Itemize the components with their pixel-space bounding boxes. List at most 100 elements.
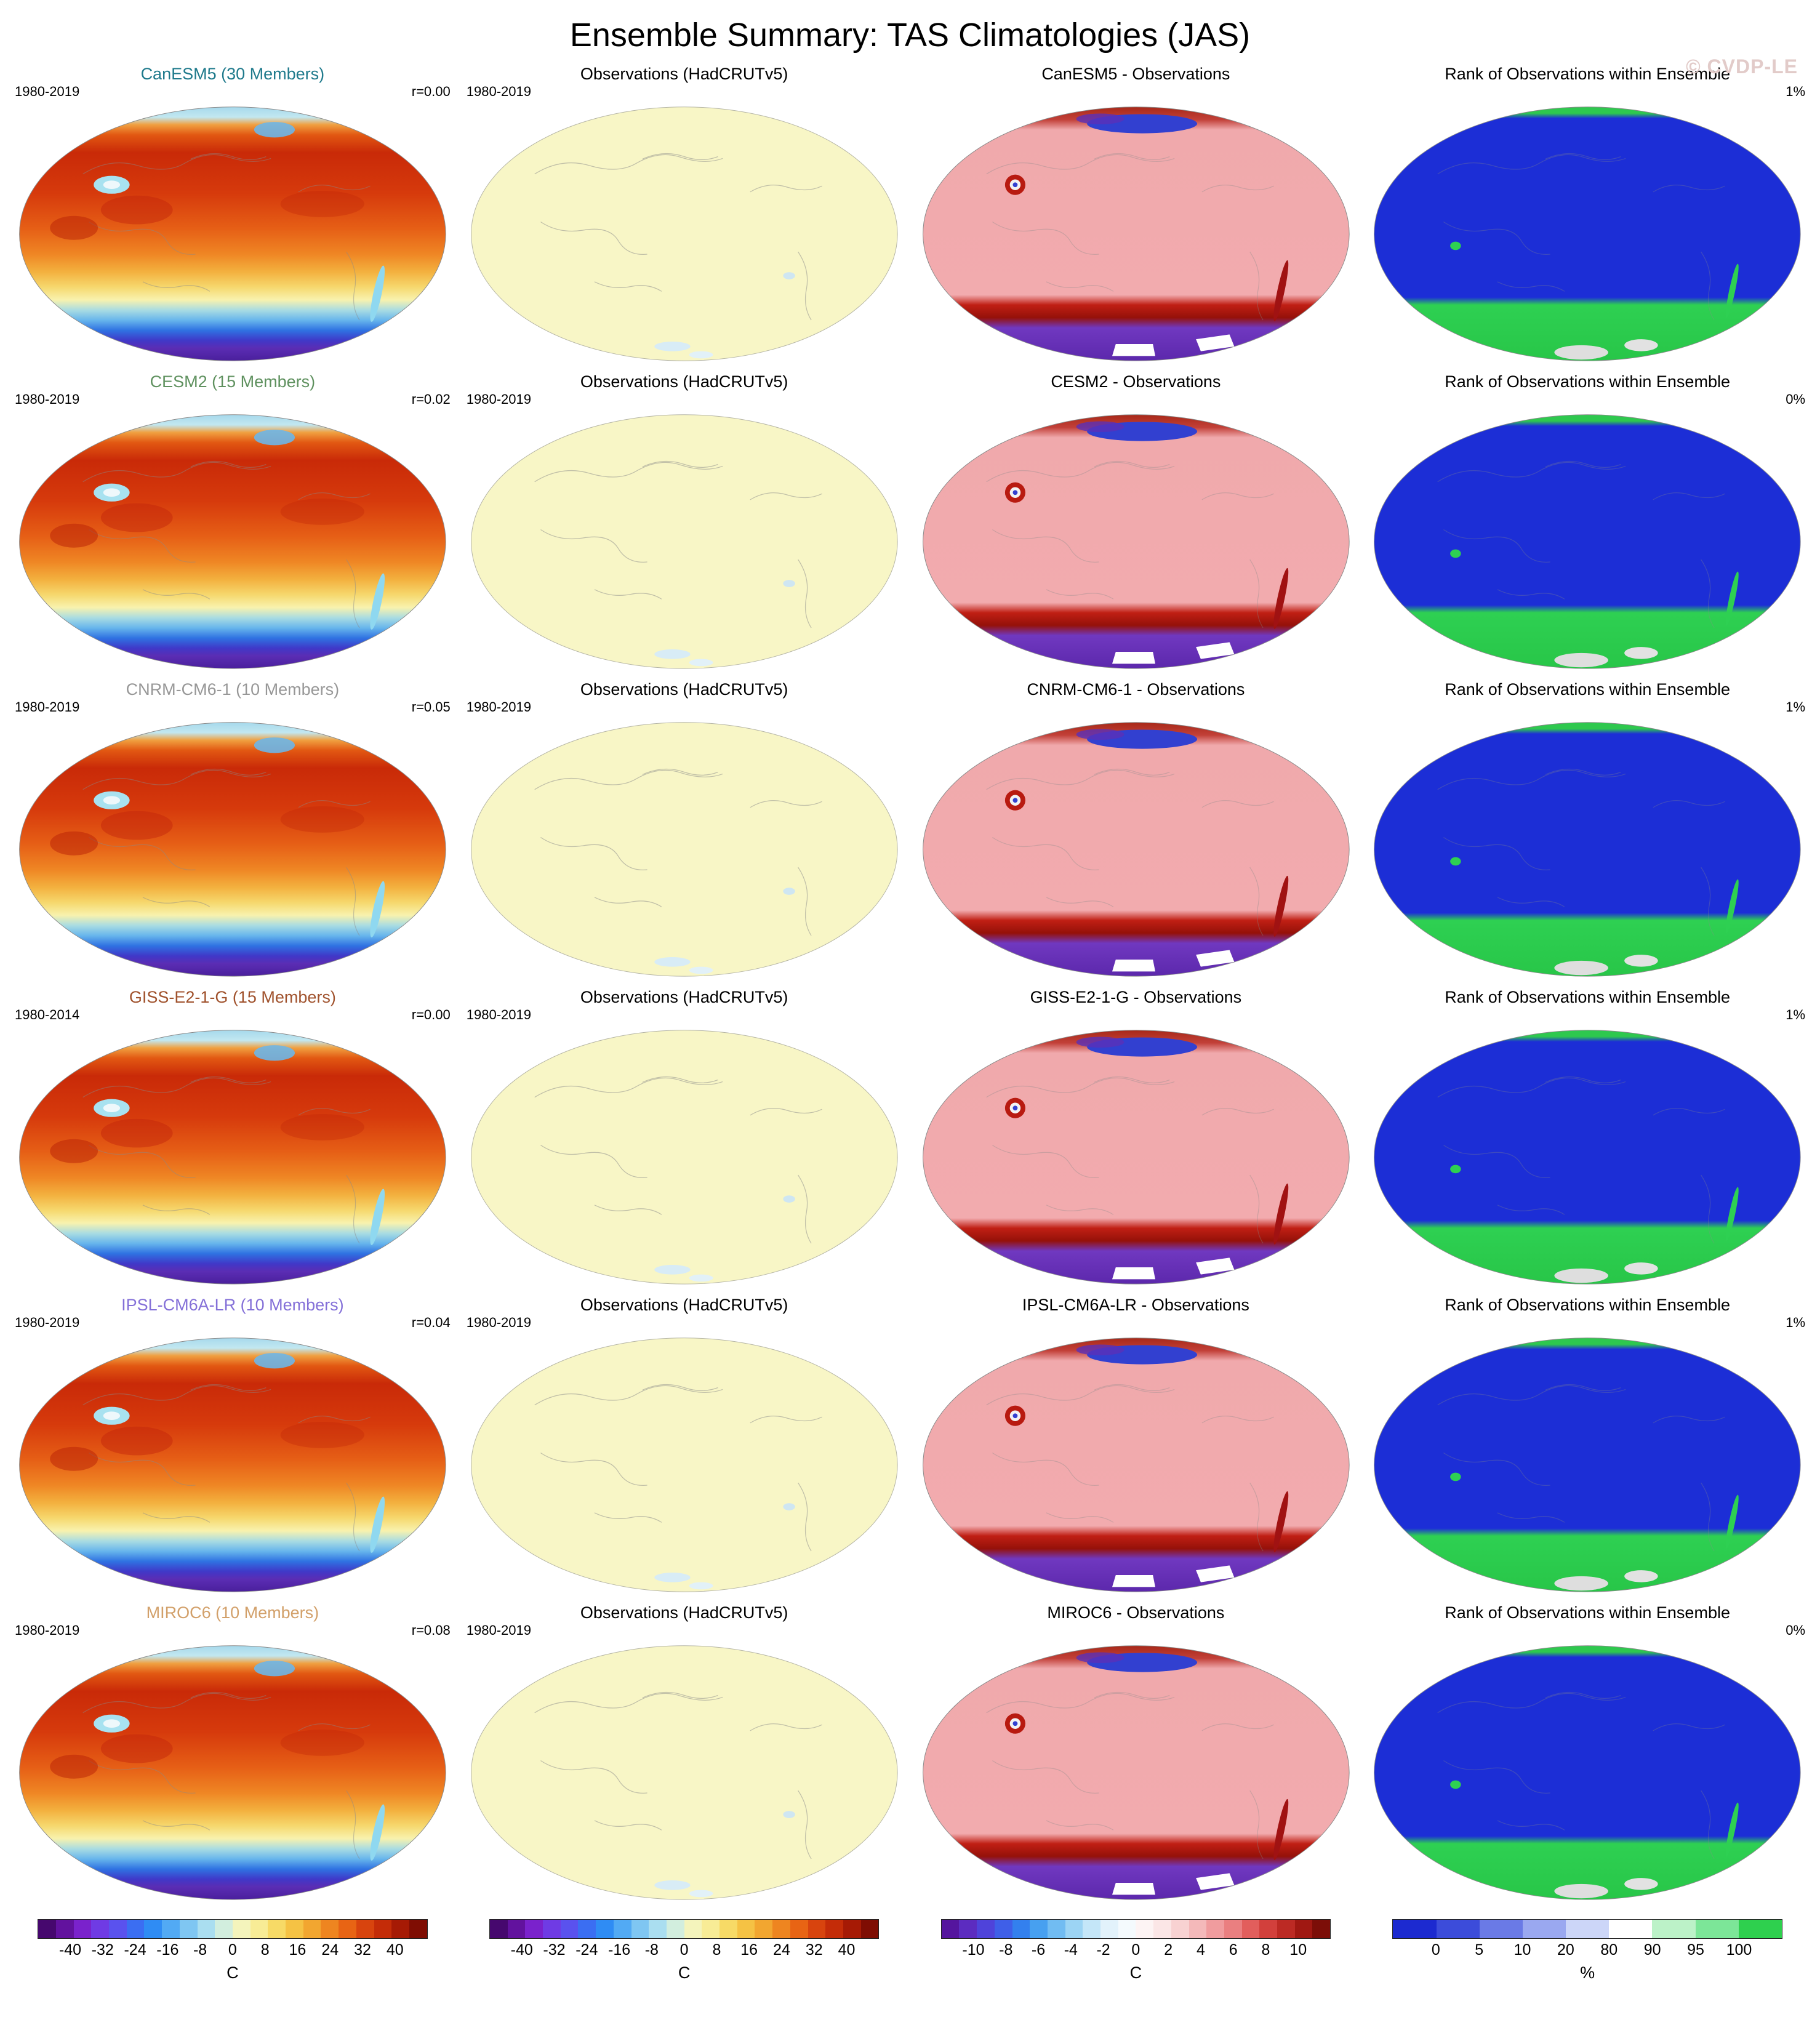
rank-percent-label: 1%: [1786, 84, 1805, 99]
colorbar-tick-label: 10: [1513, 1941, 1531, 1959]
colorbar-segment: [977, 1919, 995, 1938]
model-climatology-map: [11, 718, 454, 981]
colorbar-segment: [808, 1919, 826, 1938]
colorbar-segment: [1100, 1919, 1118, 1938]
colorbar-segment: [286, 1919, 303, 1938]
rank-map: [1366, 718, 1809, 981]
obs-years-label: 1980-2019: [466, 1622, 531, 1638]
colorbar-tick-label: 90: [1643, 1941, 1661, 1959]
colorbar-segment: [1277, 1919, 1295, 1938]
panel-observations: Observations (HadCRUTv5) 1980-2019: [463, 1602, 906, 1904]
panel-observations: Observations (HadCRUTv5) 1980-2019: [463, 1294, 906, 1597]
colorbar-segment: [702, 1919, 720, 1938]
colorbar-tick-label: -6: [1031, 1941, 1046, 1959]
colorbar-segment: [578, 1919, 596, 1938]
model-years-label: 1980-2019: [15, 84, 80, 99]
colorbar-segment: [941, 1919, 960, 1938]
colorbar-tick-label: -40: [58, 1941, 82, 1959]
panel-model-climatology: IPSL-CM6A-LR (10 Members) 1980-2019 r=0.0…: [11, 1294, 454, 1597]
model-row-miroc6: MIROC6 (10 Members) 1980-2019 r=0.08 Obse…: [0, 1602, 1820, 1904]
colorbar-segment: [1652, 1919, 1696, 1938]
colorbar-segment: [197, 1919, 215, 1938]
colorbar-segment: [339, 1919, 356, 1938]
colorbar-unit-label: C: [226, 1963, 239, 1982]
colorbar-tick-label: 8: [712, 1941, 721, 1959]
rank-map: [1366, 410, 1809, 673]
panel-rank: Rank of Observations within Ensemble 1%: [1366, 1294, 1809, 1597]
colorbar-segment: [1153, 1919, 1171, 1938]
colorbar-segment: [720, 1919, 737, 1938]
model-row-canesm5: CanESM5 (30 Members) 1980-2019 r=0.00 Obs…: [0, 63, 1820, 366]
model-row-ipsl-cm6a-lr: IPSL-CM6A-LR (10 Members) 1980-2019 r=0.0…: [0, 1294, 1820, 1597]
rank-percent-label: 0%: [1786, 1622, 1805, 1638]
colorbar-segment: [179, 1919, 198, 1938]
colorbar-segment: [38, 1919, 56, 1938]
pattern-correlation-label: r=0.00: [411, 84, 451, 99]
colorbar-segment: [507, 1919, 526, 1938]
panel-model-climatology: GISS-E2-1-G (15 Members) 1980-2014 r=0.00: [11, 986, 454, 1289]
rank-title: Rank of Observations within Ensemble: [1445, 1603, 1730, 1622]
colorbar-tick-label: 95: [1687, 1941, 1704, 1959]
colorbar-segment: [1695, 1919, 1739, 1938]
colorbar-tick-label: 10: [1289, 1941, 1307, 1959]
colorbar-tick-label: 0: [228, 1941, 237, 1959]
colorbar-tick-label: 2: [1164, 1941, 1173, 1959]
colorbar-segment: [1312, 1919, 1331, 1938]
colorbar-tick-label: 0: [679, 1941, 689, 1959]
panel-observations: Observations (HadCRUTv5) 1980-2019: [463, 986, 906, 1289]
panel-rank: Rank of Observations within Ensemble 0%: [1366, 1602, 1809, 1904]
colorbar-segment: [772, 1919, 790, 1938]
colorbar-tick-label: 8: [1261, 1941, 1270, 1959]
colorbar-unit-label: %: [1580, 1963, 1595, 1982]
colorbar-segment: [1738, 1919, 1782, 1938]
colorbar-segment: [1136, 1919, 1154, 1938]
rank-title: Rank of Observations within Ensemble: [1445, 987, 1730, 1006]
colorbar-tick-label: 24: [321, 1941, 339, 1959]
colorbar-segment: [91, 1919, 109, 1938]
obs-years-label: 1980-2019: [466, 391, 531, 407]
panel-model-climatology: MIROC6 (10 Members) 1980-2019 r=0.08: [11, 1602, 454, 1904]
model-row-cesm2: CESM2 (15 Members) 1980-2019 r=0.02 Obser…: [0, 371, 1820, 673]
colorbar-segment: [250, 1919, 268, 1938]
rank-map: [1366, 102, 1809, 366]
colorbar-gradient: [1392, 1919, 1782, 1939]
rank-title: Rank of Observations within Ensemble: [1445, 1295, 1730, 1314]
colorbar-segment: [1047, 1919, 1065, 1938]
colorbar-segment: [162, 1919, 180, 1938]
colorbar-segment: [543, 1919, 561, 1938]
panel-difference: CESM2 - Observations: [915, 371, 1358, 673]
colorbar-tick-label: 0: [1431, 1941, 1440, 1959]
colorbar-tick-label: -24: [575, 1941, 598, 1959]
observations-map: [463, 1641, 906, 1904]
colorbar-tick-label: 32: [805, 1941, 823, 1959]
colorbar-segment: [684, 1919, 702, 1938]
colorbar-tick-label: -16: [607, 1941, 631, 1959]
colorbar-segment: [1436, 1919, 1480, 1938]
rank-map: [1366, 1641, 1809, 1904]
colorbar-segment: [1012, 1919, 1030, 1938]
model-title: CanESM5 (30 Members): [140, 65, 325, 83]
watermark: © CVDP-LE: [1686, 55, 1798, 78]
panel-difference: CNRM-CM6-1 - Observations: [915, 678, 1358, 981]
observations-title: Observations (HadCRUTv5): [580, 65, 788, 83]
colorbar-segment: [1171, 1919, 1189, 1938]
colorbar-tick-label: 16: [289, 1941, 307, 1959]
colorbar-segment: [843, 1919, 861, 1938]
obs-years-label: 1980-2019: [466, 699, 531, 715]
panel-rank: Rank of Observations within Ensemble 1%: [1366, 63, 1809, 366]
rank-title: Rank of Observations within Ensemble: [1445, 372, 1730, 391]
colorbar-segment: [215, 1919, 233, 1938]
panel-observations: Observations (HadCRUTv5) 1980-2019: [463, 371, 906, 673]
colorbar-segment: [860, 1919, 879, 1938]
observations-map: [463, 1025, 906, 1289]
difference-map: [915, 1333, 1358, 1597]
colorbar-segment: [391, 1919, 409, 1938]
colorbar-segment: [666, 1919, 684, 1938]
colorbar-segment: [1189, 1919, 1207, 1938]
model-years-label: 1980-2019: [15, 1314, 80, 1330]
observations-map: [463, 1333, 906, 1597]
colorbar-tick-label: -32: [91, 1941, 114, 1959]
pattern-correlation-label: r=0.02: [411, 391, 451, 407]
rank-percent-label: 1%: [1786, 699, 1805, 715]
panel-difference: IPSL-CM6A-LR - Observations: [915, 1294, 1358, 1597]
